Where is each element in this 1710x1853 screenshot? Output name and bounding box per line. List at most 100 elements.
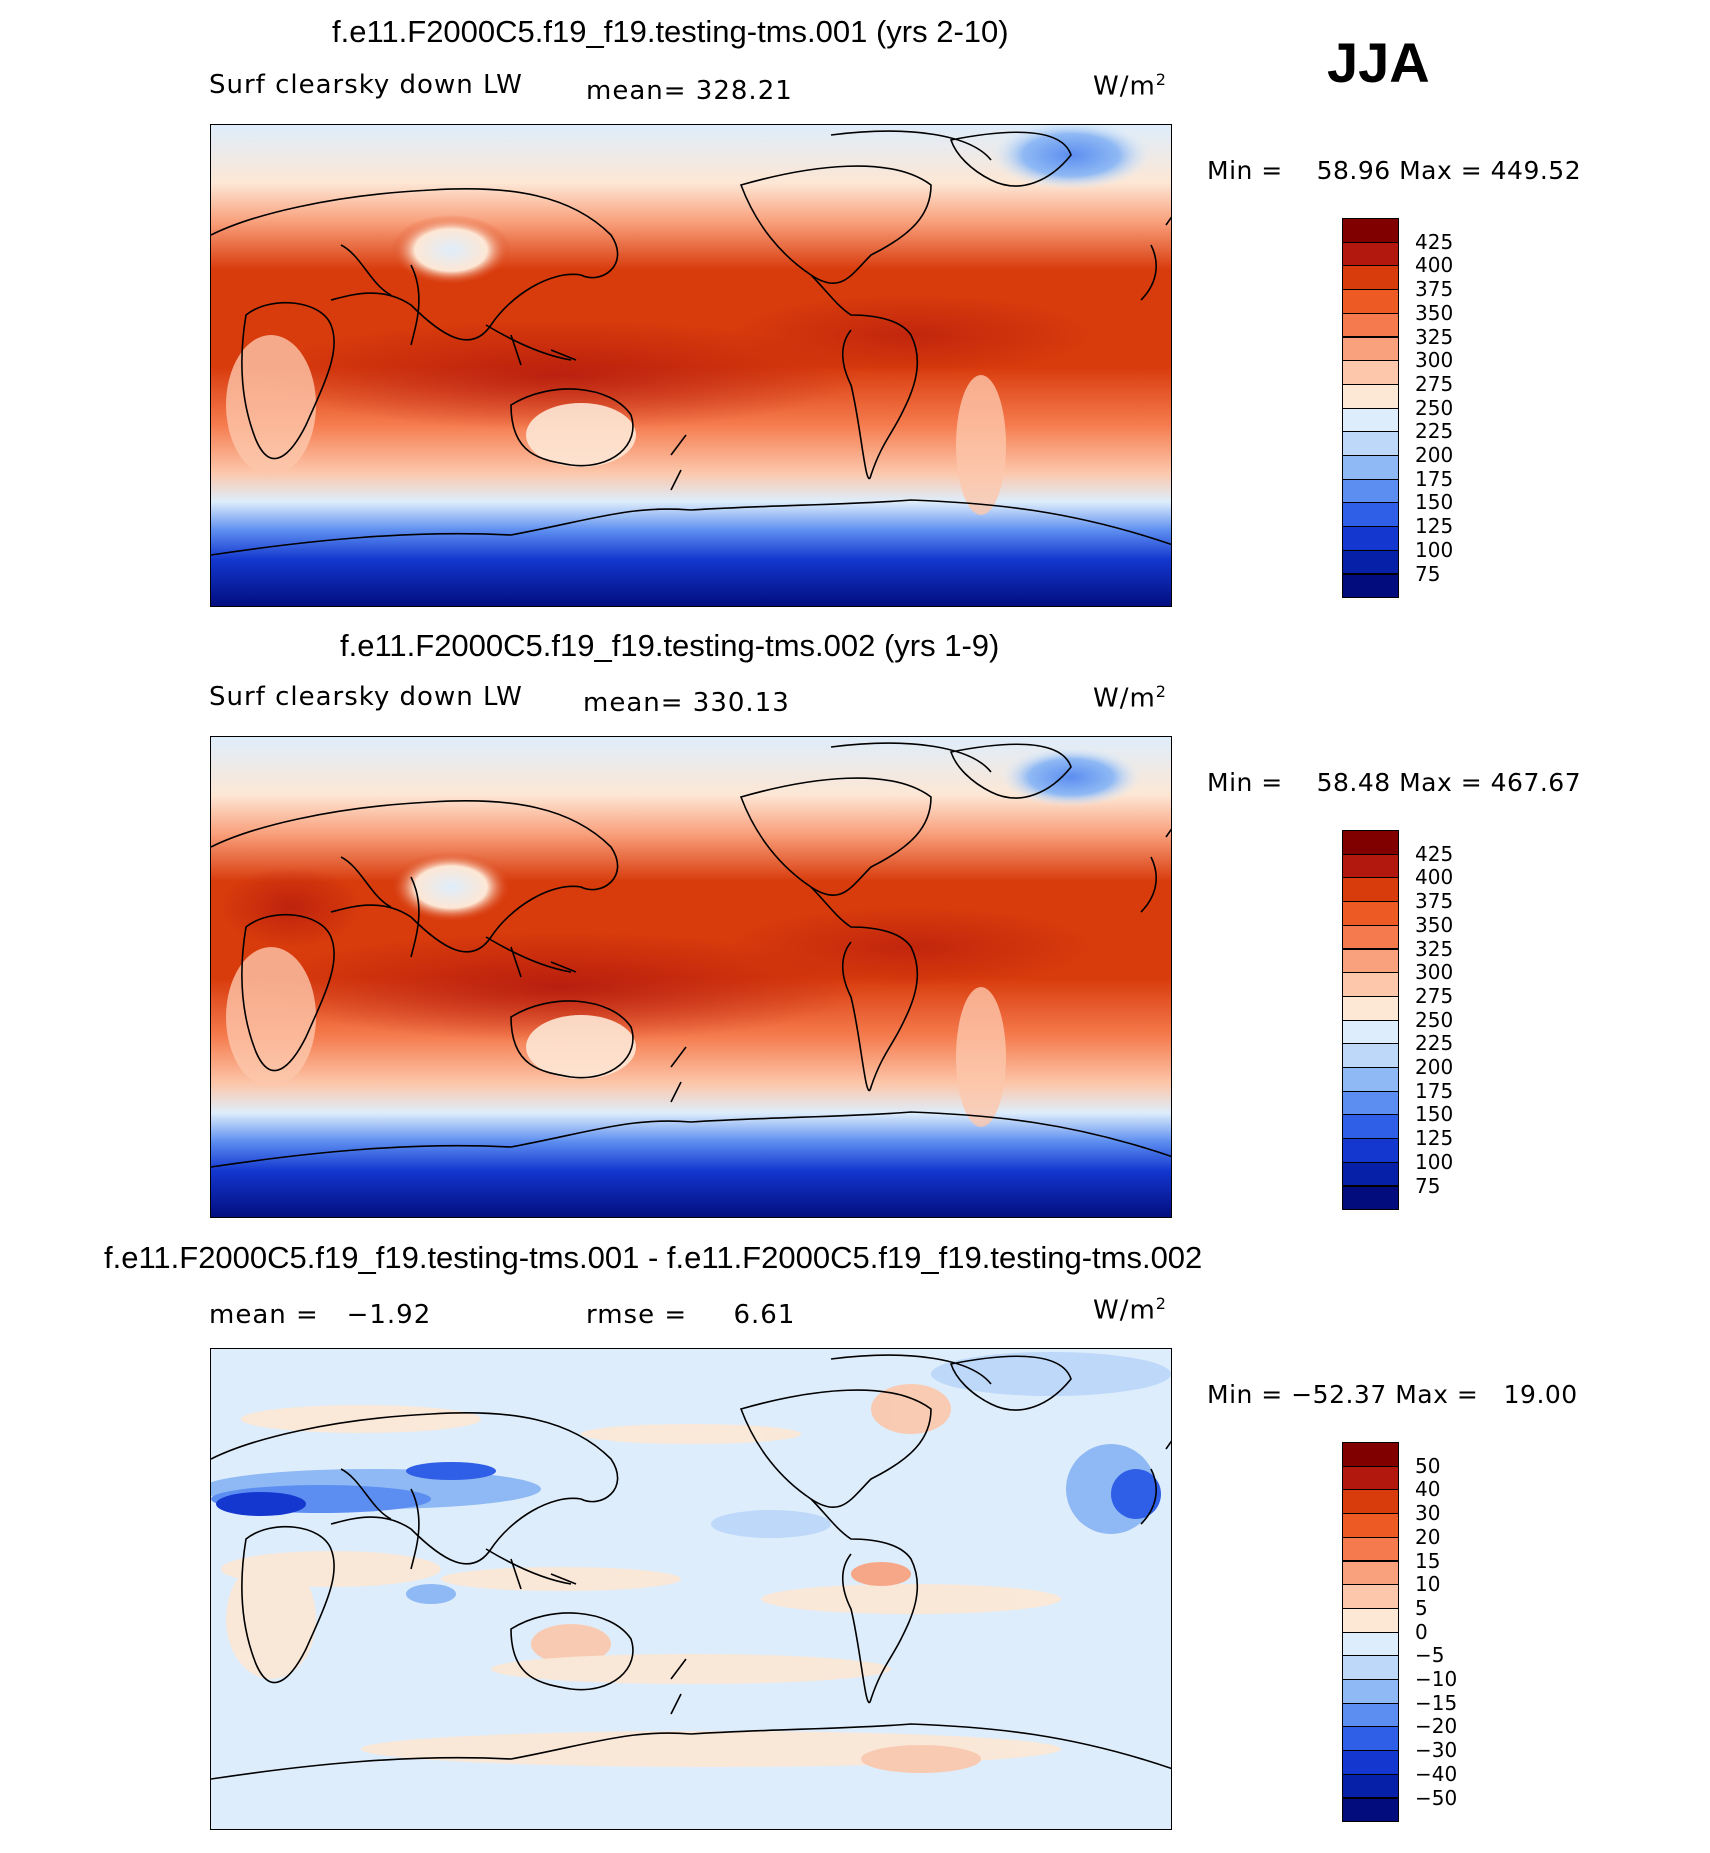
panel2-colorbar-swatch xyxy=(1342,1161,1399,1187)
panel1-colorbar-swatch xyxy=(1342,241,1399,267)
panel2-colorbar-swatch xyxy=(1342,1114,1399,1140)
panel1-map xyxy=(210,124,1172,607)
panel2-colorbar-level-label: 175 xyxy=(1415,1078,1454,1103)
panel2-colorbar-level-label: 425 xyxy=(1415,841,1454,866)
panel2-colorbar-swatch xyxy=(1342,1185,1399,1211)
panel3-colorbar-swatch xyxy=(1342,1465,1399,1491)
panel2-map xyxy=(210,736,1172,1218)
panel1-mean-label: mean= 328.21 xyxy=(586,76,793,106)
panel3-units-base: W/m xyxy=(1093,1295,1156,1326)
panel1-colorbar-level-label: 125 xyxy=(1415,514,1454,539)
panel1-colorbar-level-label: 300 xyxy=(1415,348,1454,373)
panel3-colorbar-level-label: −40 xyxy=(1415,1761,1458,1786)
panel3-rmse-value: 6.61 xyxy=(733,1300,796,1330)
panel3-mean-label: mean = −1.92 xyxy=(209,1300,431,1330)
panel1-colorbar-swatch xyxy=(1342,218,1399,243)
panel1-min-label: Min = xyxy=(1207,156,1283,185)
panel2-max-label: Max = xyxy=(1399,768,1483,797)
panel2-max-value: 467.67 xyxy=(1490,768,1582,797)
panel2-colorbar-swatch xyxy=(1342,924,1399,950)
panel1-title: f.e11.F2000C5.f19_f19.testing-tms.001 (y… xyxy=(332,14,1009,49)
panel3-colorbar-swatch xyxy=(1342,1489,1399,1515)
panel3-colorbar-level-label: −15 xyxy=(1415,1690,1458,1715)
panel1-colorbar-swatch xyxy=(1342,549,1399,575)
panel2-colorbar-swatch xyxy=(1342,1067,1399,1092)
panel3-rmse-label: rmse = 6.61 xyxy=(586,1300,795,1330)
panel1-colorbar-swatch xyxy=(1342,573,1399,599)
panel2-mean-value: 330.13 xyxy=(692,688,790,718)
panel3-colorbar-swatch xyxy=(1342,1442,1399,1467)
panel2-colorbar: 425 400 375 350 325 300 275 250 225 200 175 150 125 1… xyxy=(1342,830,1462,1211)
panel1-colorbar-swatch xyxy=(1342,431,1399,456)
panel1-colorbar-level-label: 225 xyxy=(1415,419,1454,444)
panel1-max-value: 449.52 xyxy=(1490,156,1582,185)
panel3-colorbar-swatch xyxy=(1342,1584,1399,1609)
panel3-colorbar-level-label: 30 xyxy=(1415,1501,1441,1526)
panel3-colorbar-swatch xyxy=(1342,1773,1399,1799)
panel1-colorbar-level-label: 350 xyxy=(1415,300,1454,325)
panel2-colorbar-swatch xyxy=(1342,830,1399,855)
panel3-colorbar: 50 40 30 20 15 10 5 0 −5 −10 −15 −20 −30 −40 −50 xyxy=(1342,1442,1462,1823)
panel3-colorbar-level-label: 40 xyxy=(1415,1477,1441,1502)
panel1-variable-label: Surf clearsky down LW xyxy=(209,70,523,100)
panel2-colorbar-level-label: 100 xyxy=(1415,1149,1454,1174)
panel3-min-label: Min = xyxy=(1207,1380,1283,1409)
panel2-colorbar-swatch xyxy=(1342,1090,1399,1116)
panel1-colorbar-level-label: 375 xyxy=(1415,277,1454,302)
panel3-title: f.e11.F2000C5.f19_f19.testing-tms.001 - … xyxy=(104,1240,1203,1275)
panel2-colorbar-level-label: 400 xyxy=(1415,865,1454,890)
panel2-colorbar-swatch xyxy=(1342,901,1399,926)
panel3-colorbar-swatch xyxy=(1342,1631,1399,1657)
panel1-units-base: W/m xyxy=(1093,71,1156,102)
panel1-max-label: Max = xyxy=(1399,156,1483,185)
panel3-colorbar-level-label: −50 xyxy=(1415,1785,1458,1810)
panel2-colorbar-level-label: 275 xyxy=(1415,983,1454,1008)
panel2-colorbar-swatch xyxy=(1342,995,1399,1021)
panel3-colorbar-swatch xyxy=(1342,1513,1399,1538)
panel1-colorbar: 425 400 375 350 325 300 275 250 225 200 175 150 125 1… xyxy=(1342,218,1462,599)
panel3-max-value: 19.00 xyxy=(1503,1380,1578,1409)
panel1-minmax: Min = 58.96 Max = 449.52 xyxy=(1207,156,1581,185)
panel2-colorbar-swatch xyxy=(1342,1043,1399,1068)
panel3-colorbar-swatch xyxy=(1342,1607,1399,1633)
panel2-minmax: Min = 58.48 Max = 467.67 xyxy=(1207,768,1581,797)
panel1-colorbar-level-label: 75 xyxy=(1415,561,1441,586)
panel2-colorbar-level-label: 300 xyxy=(1415,960,1454,985)
panel2-colorbar-level-label: 200 xyxy=(1415,1055,1454,1079)
panel1-mean-text: mean= xyxy=(586,76,687,106)
panel2-min-value: 58.48 xyxy=(1316,768,1391,797)
panel2-min-label: Min = xyxy=(1207,768,1283,797)
season-label: JJA xyxy=(1327,31,1430,94)
panel1-colorbar-level-label: 200 xyxy=(1415,443,1454,467)
panel1-colorbar-level-label: 175 xyxy=(1415,466,1454,491)
panel3-map xyxy=(210,1348,1172,1830)
panel3-colorbar-swatch xyxy=(1342,1797,1399,1823)
panel3-rmse-text: rmse = xyxy=(586,1300,688,1330)
panel1-colorbar-swatch xyxy=(1342,312,1399,338)
panel2-colorbar-swatch xyxy=(1342,1019,1399,1045)
panel3-mean-value: −1.92 xyxy=(346,1300,432,1330)
panel3-colorbar-level-label: 0 xyxy=(1415,1619,1428,1644)
panel2-units-base: W/m xyxy=(1093,683,1156,714)
panel1-colorbar-swatch xyxy=(1342,289,1399,314)
panel3-colorbar-swatch xyxy=(1342,1679,1399,1704)
panel2-colorbar-level-label: 375 xyxy=(1415,889,1454,914)
panel2-colorbar-swatch xyxy=(1342,853,1399,879)
panel2-units: W/m2 xyxy=(1093,682,1167,714)
panel2-colorbar-swatch xyxy=(1342,877,1399,903)
panel1-colorbar-level-label: 325 xyxy=(1415,324,1454,349)
panel1-colorbar-level-label: 100 xyxy=(1415,537,1454,562)
panel3-colorbar-swatch xyxy=(1342,1726,1399,1752)
panel2-units-sup: 2 xyxy=(1155,682,1167,701)
panel3-colorbar-level-label: 50 xyxy=(1415,1453,1441,1478)
panel2-title: f.e11.F2000C5.f19_f19.testing-tms.002 (y… xyxy=(340,628,1000,663)
panel3-colorbar-swatch xyxy=(1342,1560,1399,1586)
panel1-colorbar-swatch xyxy=(1342,407,1399,433)
panel3-colorbar-level-label: 15 xyxy=(1415,1548,1441,1573)
panel2-variable-label: Surf clearsky down LW xyxy=(209,682,523,712)
panel1-colorbar-swatch xyxy=(1342,265,1399,291)
panel3-colorbar-swatch xyxy=(1342,1536,1399,1562)
panel2-colorbar-swatch xyxy=(1342,972,1399,997)
panel1-colorbar-swatch xyxy=(1342,502,1399,528)
panel3-colorbar-level-label: −10 xyxy=(1415,1667,1458,1691)
